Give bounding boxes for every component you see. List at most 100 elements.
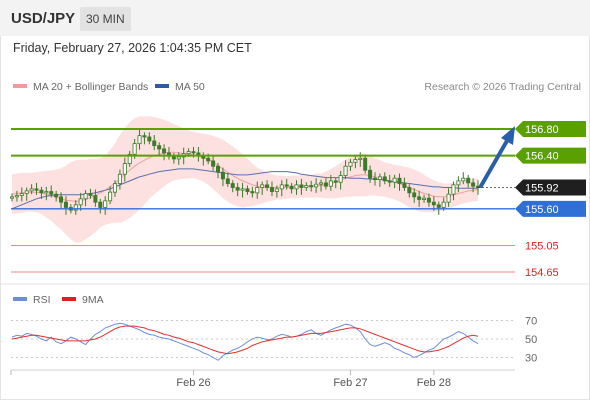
rsi-legend-label: RSI [33, 294, 51, 306]
candle-body [9, 196, 14, 199]
candle-body [157, 145, 162, 150]
candle-body [127, 153, 132, 164]
candle-body [358, 157, 363, 160]
candle-body [235, 187, 240, 191]
candle-body [88, 193, 93, 196]
candle-body [103, 200, 108, 208]
candle-body [323, 182, 328, 187]
candle-body [171, 155, 176, 160]
pivot-label-tag [515, 200, 586, 217]
candle-body [417, 196, 422, 200]
candle-body [117, 173, 122, 184]
x-tick-label: Feb 27 [333, 377, 367, 389]
forecast-arrow-head [501, 126, 515, 145]
candle-body [314, 183, 319, 188]
candle-body [216, 165, 221, 173]
candle-body [402, 183, 407, 188]
timeframe-button[interactable]: 30 MIN [80, 7, 131, 31]
candle-body [44, 191, 49, 194]
candle-body [108, 191, 113, 202]
candle-body [34, 188, 39, 191]
x-axis-ticks: Feb 26 Feb 27 Feb 28 [10, 370, 451, 389]
candle-body [132, 143, 137, 155]
candle-body [319, 182, 324, 185]
candle-body [274, 188, 279, 192]
candle-body [387, 180, 392, 183]
candle-body [397, 177, 402, 184]
candle-body [78, 198, 83, 206]
rsi-tick-label: 50 [525, 334, 537, 346]
candle-body [142, 135, 147, 138]
last-price-label: 155.92 [525, 183, 559, 195]
x-tick-label: Feb 28 [417, 377, 451, 389]
currency-pair-title: USD/JPY [11, 10, 76, 27]
candle-body [377, 176, 382, 180]
candle-body [446, 193, 451, 203]
candle-body [255, 187, 260, 194]
candle-body [260, 184, 265, 188]
candle-body [289, 185, 294, 190]
rsi-tick-label: 70 [525, 316, 537, 328]
candle-body [83, 193, 88, 200]
candle-body [338, 175, 343, 183]
candle-body [191, 151, 196, 154]
candle-body [250, 191, 255, 194]
candle-body [382, 176, 387, 182]
rsi-line [11, 322, 479, 361]
candle-body [240, 188, 245, 191]
candle-body [113, 183, 118, 193]
candle-body [39, 189, 44, 194]
candle-body [426, 197, 431, 203]
x-tick-label: Feb 26 [176, 377, 210, 389]
candle-body [265, 184, 270, 188]
candle-body [407, 187, 412, 194]
candle-body [333, 180, 338, 183]
candle-body [368, 169, 373, 179]
resistance-label-tag [515, 121, 586, 137]
candle-body [29, 188, 34, 192]
candle-body [279, 184, 284, 190]
candle-body [73, 204, 78, 211]
candle-body [225, 178, 230, 184]
candle-body [456, 180, 461, 186]
ma50-legend-label: MA 50 [175, 81, 205, 93]
candle-body [363, 157, 368, 171]
candles-layer [9, 129, 480, 215]
level-lines-layer: 156.80 156.40 155.92 155.60 155.05 154.65 [11, 121, 586, 279]
candle-body [98, 201, 103, 208]
rsi-ma-line [11, 325, 479, 355]
resistance-label: 156.80 [525, 124, 559, 136]
candle-body [461, 177, 466, 182]
candle-body [176, 156, 181, 160]
candle-body [152, 140, 157, 147]
timestamp: Friday, February 27, 2026 1:04:35 PM CET [13, 41, 252, 55]
candle-body [441, 201, 446, 208]
candle-body [162, 148, 167, 154]
rsi-ma-legend-swatch [62, 297, 76, 301]
candle-body [147, 136, 152, 142]
rsi-tick-label: 30 [525, 353, 537, 365]
candle-body [220, 171, 225, 180]
candle-body [343, 165, 348, 176]
copyright-text: Research © 2026 Trading Central [424, 81, 581, 93]
candle-body [422, 197, 427, 200]
pivot-label: 155.60 [525, 204, 559, 216]
candle-body [122, 163, 127, 175]
support-label: 155.05 [525, 240, 559, 252]
ma50-legend-swatch [155, 84, 169, 88]
candle-body [269, 187, 274, 192]
bollinger-band-layer [12, 116, 478, 243]
rsi-pane: 70 50 30 [11, 316, 537, 365]
candle-body [451, 184, 456, 195]
resistance-label-tag [515, 147, 586, 164]
bollinger-band-area [12, 116, 478, 243]
candle-body [284, 184, 289, 187]
candle-body [294, 184, 299, 190]
candle-body [24, 190, 29, 194]
candle-body [93, 195, 98, 203]
candle-body [348, 161, 353, 167]
support-label: 154.65 [525, 267, 559, 279]
candle-body [431, 201, 436, 206]
candle-body [49, 191, 54, 195]
